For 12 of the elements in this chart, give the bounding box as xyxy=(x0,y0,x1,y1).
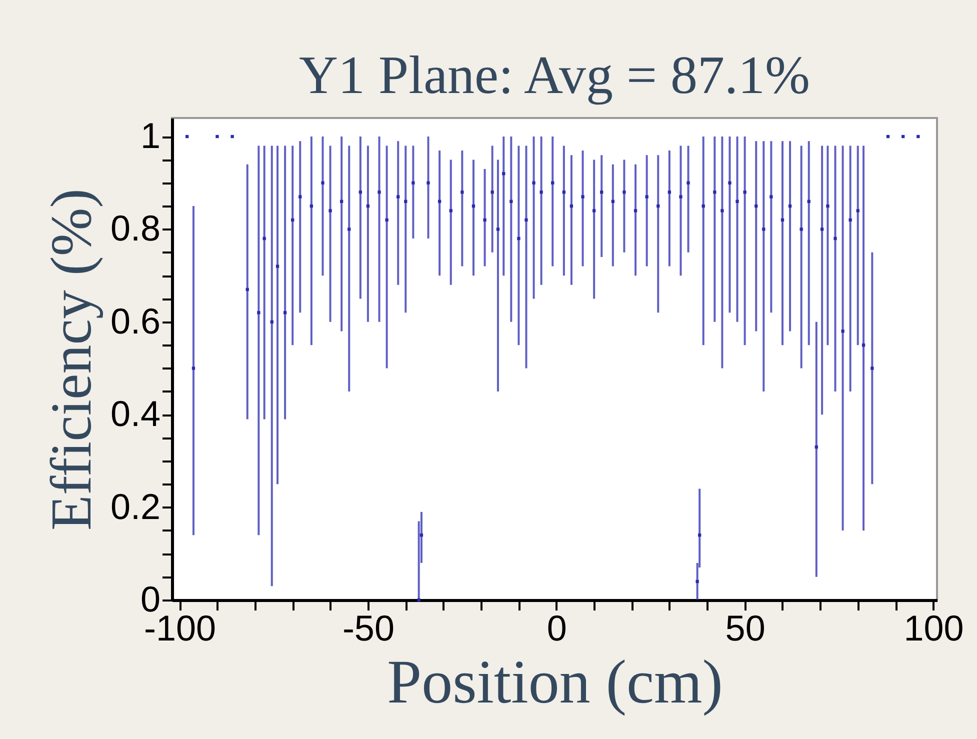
y-axis-title: Efficiency (%) xyxy=(38,188,104,530)
chart-title: Y1 Plane: Avg = 87.1% xyxy=(299,45,810,105)
y-tick-label: 0.8 xyxy=(110,208,160,249)
x-axis-title: Position (cm) xyxy=(387,648,723,716)
x-tick-label: 0 xyxy=(546,608,567,648)
y-tick-label: 0.4 xyxy=(110,393,160,434)
y-tick-label: 1 xyxy=(140,115,160,156)
y-tick-label: 0.6 xyxy=(110,300,160,342)
y-tick-label: 0.2 xyxy=(110,486,160,527)
x-tick-label: 50 xyxy=(725,608,766,648)
x-tick-label: -50 xyxy=(342,608,394,648)
x-tick-label: 100 xyxy=(904,608,964,648)
